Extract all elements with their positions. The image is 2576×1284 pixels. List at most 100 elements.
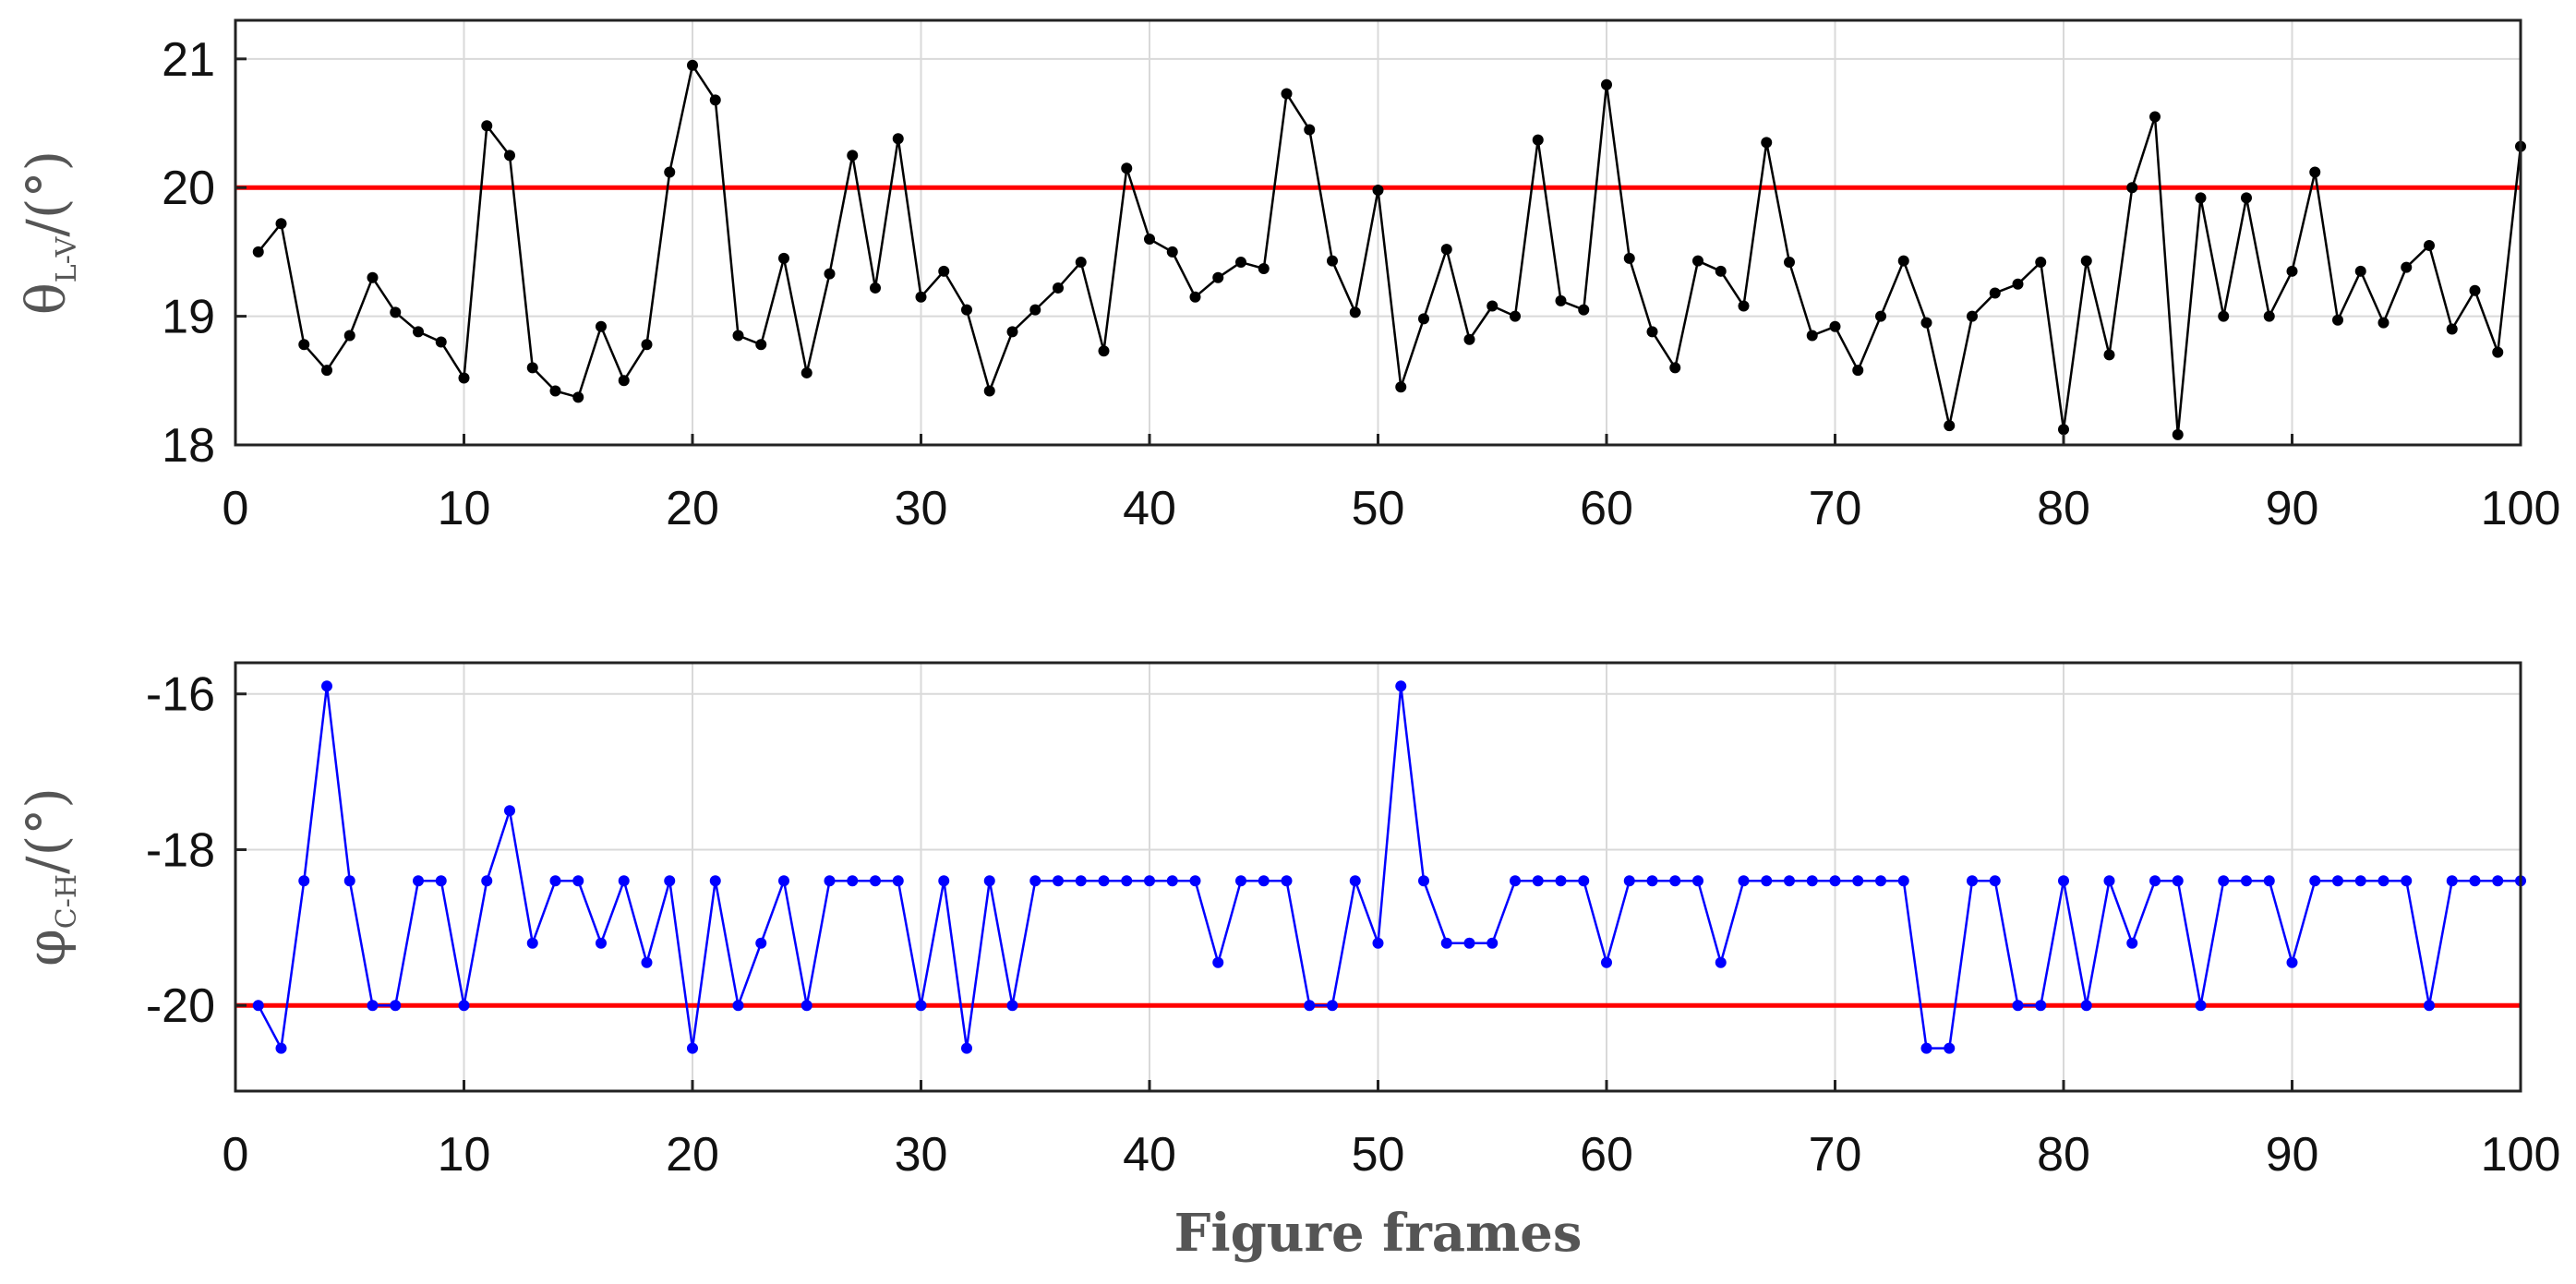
data-point <box>1418 875 1429 887</box>
x-tick-label: 30 <box>895 482 948 535</box>
data-point <box>892 133 904 145</box>
x-tick-label: 20 <box>666 482 719 535</box>
y-axis-label-unit: /(°) <box>15 787 78 874</box>
x-tick-label: 80 <box>2037 482 2090 535</box>
x-tick-label: 40 <box>1123 1128 1176 1182</box>
data-point <box>275 1042 287 1054</box>
data-point <box>618 875 630 887</box>
data-point <box>1669 875 1681 887</box>
data-point <box>1212 956 1224 968</box>
data-point <box>1875 310 1886 322</box>
data-point <box>1944 420 1956 432</box>
data-point <box>983 385 995 397</box>
data-point <box>2309 166 2321 178</box>
data-point <box>2103 349 2115 361</box>
data-point <box>2263 875 2275 887</box>
data-point <box>1510 875 1521 887</box>
data-point <box>961 304 972 316</box>
data-point <box>2424 239 2435 251</box>
data-point <box>1006 326 1018 338</box>
data-point <box>1440 937 1452 949</box>
data-point <box>709 875 721 887</box>
data-point <box>983 875 995 887</box>
data-point <box>778 875 789 887</box>
data-point <box>2263 310 2275 322</box>
data-point <box>343 330 355 342</box>
data-point <box>504 805 515 817</box>
data-point <box>1623 875 1635 887</box>
data-point <box>2195 1000 2207 1012</box>
data-point <box>2149 875 2161 887</box>
data-point <box>1235 257 1246 269</box>
data-point <box>1784 875 1795 887</box>
data-point <box>847 150 859 162</box>
data-point <box>596 937 607 949</box>
data-point <box>504 150 515 162</box>
data-point <box>1053 875 1064 887</box>
data-point <box>549 385 561 397</box>
x-tick-label: 40 <box>1123 482 1176 535</box>
data-point <box>2332 875 2343 887</box>
data-point <box>2012 278 2024 290</box>
data-point <box>755 339 767 351</box>
x-tick-label: 0 <box>223 1128 249 1182</box>
data-point <box>2332 314 2343 326</box>
data-point <box>664 875 676 887</box>
data-point <box>1692 255 1703 267</box>
data-point <box>1212 271 1224 283</box>
data-point <box>961 1042 972 1054</box>
data-point <box>1920 317 1932 329</box>
x-tick-label: 100 <box>2481 1128 2561 1182</box>
data-point <box>1920 1042 1932 1054</box>
data-point <box>687 1042 698 1054</box>
data-point <box>824 268 836 280</box>
data-point <box>1189 875 1201 887</box>
data-point <box>1669 362 1681 374</box>
data-point <box>800 1000 813 1012</box>
data-point <box>1463 937 1475 949</box>
y-tick-label: -18 <box>146 823 215 877</box>
data-point <box>1646 326 1658 338</box>
data-point <box>390 306 402 318</box>
data-point <box>2195 192 2207 204</box>
data-point <box>1623 252 1635 264</box>
data-point <box>1532 875 1544 887</box>
data-point <box>2401 261 2413 273</box>
data-point <box>1738 875 1750 887</box>
data-point <box>755 937 767 949</box>
data-point <box>2172 875 2184 887</box>
data-point <box>618 375 630 387</box>
data-point <box>1738 300 1750 312</box>
data-point <box>1372 185 1384 196</box>
data-point <box>1897 255 1909 267</box>
data-point <box>390 1000 402 1012</box>
data-point <box>2469 875 2481 887</box>
data-point <box>2286 956 2298 968</box>
data-point <box>298 339 310 351</box>
data-point <box>1829 320 1841 332</box>
data-point <box>1121 162 1133 174</box>
x-axis-label: Figure frames <box>1174 1203 1583 1264</box>
data-point <box>1806 330 1818 342</box>
data-point <box>1395 381 1407 393</box>
data-point <box>1806 875 1818 887</box>
data-point <box>1235 875 1246 887</box>
data-point <box>572 391 584 403</box>
data-point <box>1463 333 1475 345</box>
data-point <box>2126 182 2138 194</box>
data-point <box>2080 1000 2092 1012</box>
data-point <box>2354 265 2366 277</box>
data-point <box>1029 875 1041 887</box>
data-point <box>1349 306 1361 318</box>
data-point <box>732 1000 744 1012</box>
data-point <box>2469 284 2481 296</box>
data-point <box>1281 875 1293 887</box>
y-axis-label-symbol: θ <box>15 282 78 315</box>
data-point <box>2401 875 2413 887</box>
y-tick-label: -20 <box>146 979 215 1033</box>
data-point <box>2286 265 2298 277</box>
data-point <box>321 365 332 377</box>
data-point <box>481 120 493 132</box>
bottom-chart: 0 10 20 30 40 50 60 70 80 90 100 -20 -18 -16 φC-H/(°) F… <box>15 661 2561 1264</box>
